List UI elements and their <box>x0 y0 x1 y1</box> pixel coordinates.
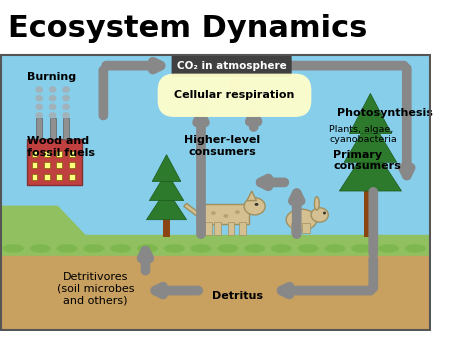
Text: Detritus: Detritus <box>212 291 263 301</box>
Polygon shape <box>0 7 431 246</box>
Bar <box>1 55 430 330</box>
Ellipse shape <box>244 244 265 253</box>
Ellipse shape <box>49 112 56 119</box>
Polygon shape <box>339 143 401 191</box>
Text: Primary
consumers: Primary consumers <box>333 150 401 171</box>
Bar <box>56 162 62 168</box>
Ellipse shape <box>36 103 43 110</box>
Polygon shape <box>199 204 249 223</box>
Ellipse shape <box>83 244 104 253</box>
Polygon shape <box>0 206 96 246</box>
Text: Wood and
fossil fuels: Wood and fossil fuels <box>27 136 95 158</box>
Bar <box>56 174 62 179</box>
Ellipse shape <box>378 244 399 253</box>
Bar <box>302 223 310 233</box>
Bar <box>63 118 69 139</box>
Text: Ecosystem Dynamics: Ecosystem Dynamics <box>8 14 367 43</box>
Ellipse shape <box>36 86 43 93</box>
Text: Photosynthesis: Photosynthesis <box>337 107 433 118</box>
Ellipse shape <box>351 244 372 253</box>
Bar <box>32 174 37 179</box>
Ellipse shape <box>286 209 317 230</box>
Bar <box>69 162 75 168</box>
Polygon shape <box>149 172 184 200</box>
Ellipse shape <box>244 198 265 215</box>
Text: CO₂ in atmosphere: CO₂ in atmosphere <box>177 61 287 71</box>
Ellipse shape <box>49 86 56 93</box>
Text: Cellular respiration: Cellular respiration <box>174 90 295 100</box>
Bar <box>205 222 211 235</box>
Bar <box>36 118 42 139</box>
Ellipse shape <box>255 203 258 206</box>
Text: Detritivores
(soil microbes
and others): Detritivores (soil microbes and others) <box>57 272 135 305</box>
Polygon shape <box>184 203 202 218</box>
Ellipse shape <box>211 211 216 215</box>
Ellipse shape <box>324 244 346 253</box>
Ellipse shape <box>36 112 43 119</box>
Ellipse shape <box>49 95 56 101</box>
Ellipse shape <box>49 103 56 110</box>
Polygon shape <box>0 256 431 331</box>
Ellipse shape <box>297 244 319 253</box>
Bar <box>364 184 377 237</box>
Ellipse shape <box>315 197 319 210</box>
Text: Plants, algae,
cyanobacteria: Plants, algae, cyanobacteria <box>329 125 397 144</box>
Ellipse shape <box>311 208 328 222</box>
Polygon shape <box>349 93 392 134</box>
Polygon shape <box>247 191 256 200</box>
Ellipse shape <box>62 103 70 110</box>
Polygon shape <box>344 118 397 162</box>
Text: Higher-level
consumers: Higher-level consumers <box>184 135 260 157</box>
Ellipse shape <box>62 95 70 101</box>
Ellipse shape <box>62 112 70 119</box>
Ellipse shape <box>190 244 212 253</box>
Bar <box>69 174 75 179</box>
Ellipse shape <box>36 95 43 101</box>
Bar <box>239 222 246 235</box>
Bar <box>69 151 75 156</box>
Bar <box>32 151 37 156</box>
Bar <box>56 151 62 156</box>
Ellipse shape <box>3 244 24 253</box>
Ellipse shape <box>110 244 131 253</box>
Ellipse shape <box>164 244 185 253</box>
Ellipse shape <box>405 244 426 253</box>
Ellipse shape <box>30 244 51 253</box>
Bar <box>44 151 50 156</box>
Polygon shape <box>0 7 431 53</box>
Polygon shape <box>152 155 181 182</box>
Bar <box>228 222 234 235</box>
Bar <box>291 223 299 233</box>
Ellipse shape <box>432 244 450 253</box>
Ellipse shape <box>217 244 238 253</box>
Bar <box>44 162 50 168</box>
Ellipse shape <box>271 244 292 253</box>
Bar <box>27 139 82 185</box>
Ellipse shape <box>224 214 228 218</box>
Ellipse shape <box>62 86 70 93</box>
Text: Burning: Burning <box>27 72 76 82</box>
Bar <box>50 118 55 139</box>
Polygon shape <box>0 235 431 264</box>
Polygon shape <box>146 189 187 220</box>
Bar <box>32 162 37 168</box>
Bar <box>214 222 221 235</box>
Ellipse shape <box>56 244 77 253</box>
Ellipse shape <box>235 210 240 214</box>
Ellipse shape <box>323 212 326 215</box>
Bar <box>163 216 171 237</box>
Ellipse shape <box>137 244 158 253</box>
FancyBboxPatch shape <box>172 55 291 76</box>
Bar <box>44 174 50 179</box>
